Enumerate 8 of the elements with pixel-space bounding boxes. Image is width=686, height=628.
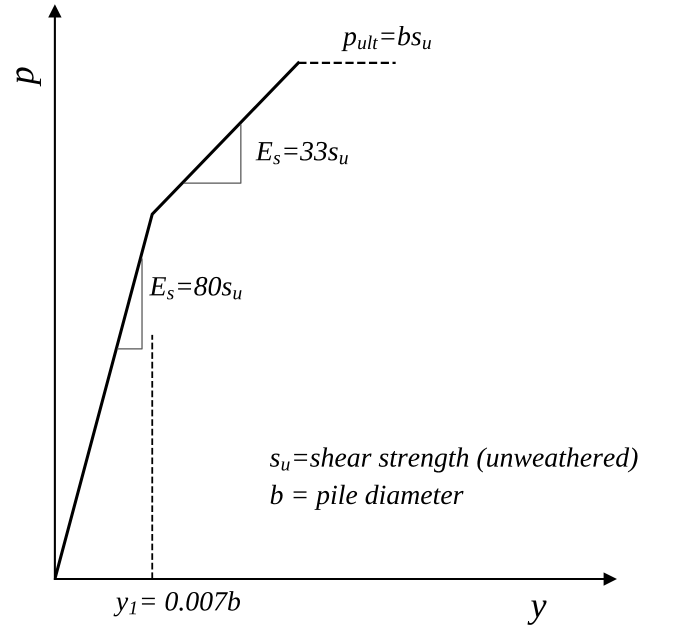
annotation: E$_{s}$=80s$_{u}$ [149, 276, 242, 300]
text: y$_{1}$= 0.007b [114, 591, 240, 616]
y-axis-title: p [16, 67, 41, 87]
annotation: b = pile diameter [270, 484, 464, 510]
annotation: s$_{u}$=shear strength (unweathered) [270, 447, 638, 473]
annotation: E$_{s}$=33s$_{u}$ [256, 142, 348, 164]
x-axis-title: y [527, 600, 547, 625]
text: p$_{ult}$=bs$_{u}$ [341, 26, 431, 52]
